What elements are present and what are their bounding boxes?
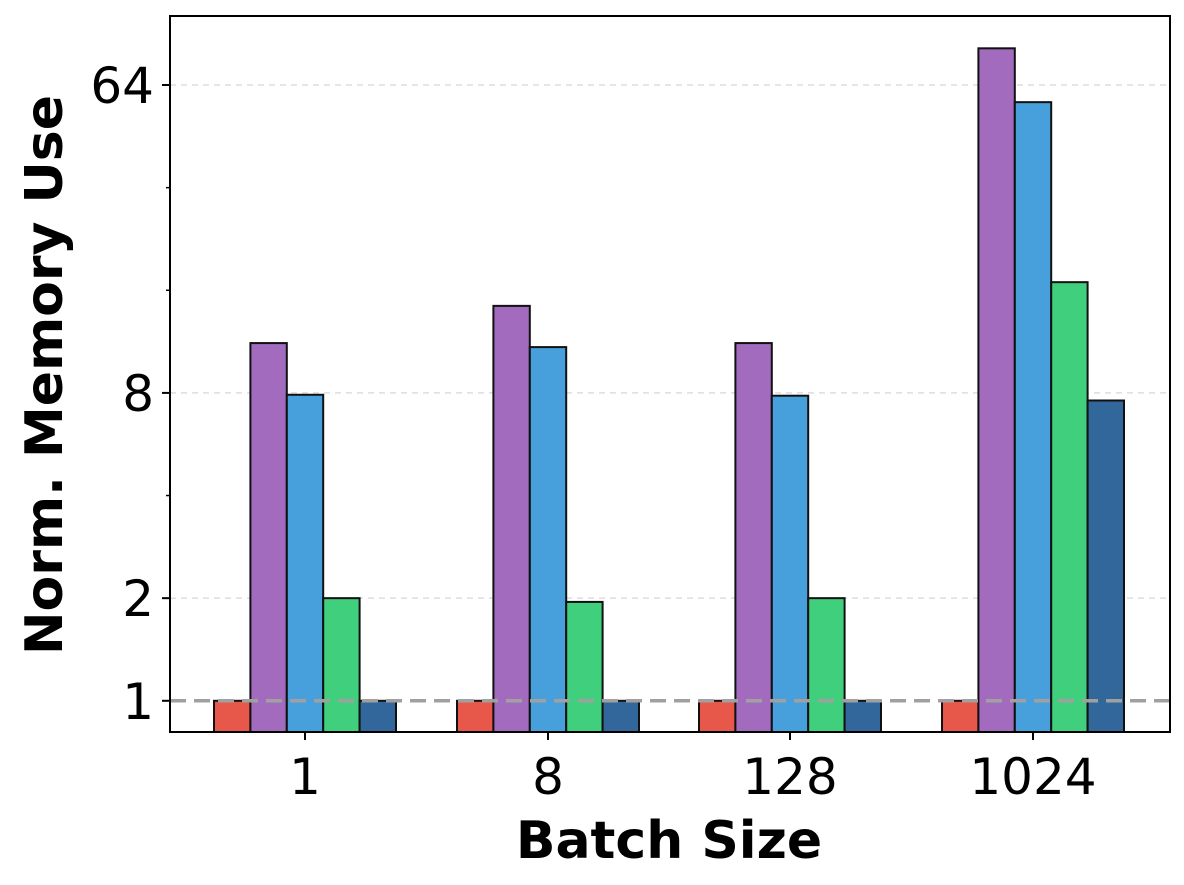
bar-series-5-batch-1024	[1086, 399, 1125, 733]
bar-series-3-batch-8	[528, 346, 568, 733]
bar-series-3-batch-1	[285, 393, 325, 733]
y-tick-label-64: 64	[90, 57, 154, 115]
x-axis-ticks: 1 8 128 1024	[289, 732, 1097, 806]
bar-series-5-batch-128	[843, 699, 882, 733]
bar-series-4-batch-1024	[1050, 281, 1089, 733]
bar-series-1-batch-1024	[941, 699, 980, 733]
bar-series-5-batch-1	[358, 699, 398, 733]
y-axis-ticks: 1 2 8 64	[90, 57, 170, 731]
bar-series-4-batch-8	[565, 600, 604, 733]
bars	[213, 47, 1125, 734]
x-tick-label-128: 128	[742, 748, 837, 806]
bar-series-2-batch-1024	[977, 47, 1016, 733]
bar-series-3-batch-1024	[1013, 101, 1053, 733]
x-tick-label-1024: 1024	[969, 748, 1096, 806]
y-axis-title: Norm. Memory Use	[15, 95, 75, 655]
bar-series-2-batch-128	[734, 342, 773, 733]
bar-series-3-batch-128	[770, 394, 810, 733]
y-tick-label-8: 8	[122, 365, 154, 423]
y-tick-label-1: 1	[122, 673, 154, 731]
bar-series-4-batch-1	[322, 597, 361, 734]
x-tick-label-1: 1	[289, 748, 321, 806]
bar-series-5-batch-8	[601, 699, 640, 733]
bar-series-2-batch-8	[492, 304, 531, 733]
plot-frame	[169, 15, 1171, 733]
bar-series-1-batch-8	[456, 699, 495, 733]
bar-series-4-batch-128	[807, 597, 846, 734]
x-axis-title: Batch Size	[516, 811, 822, 871]
bar-series-1-batch-1	[213, 699, 252, 733]
bar-series-2-batch-1	[249, 342, 288, 733]
x-tick-label-8: 8	[532, 748, 564, 806]
y-tick-label-2: 2	[122, 570, 154, 628]
bar-series-1-batch-128	[698, 699, 737, 733]
